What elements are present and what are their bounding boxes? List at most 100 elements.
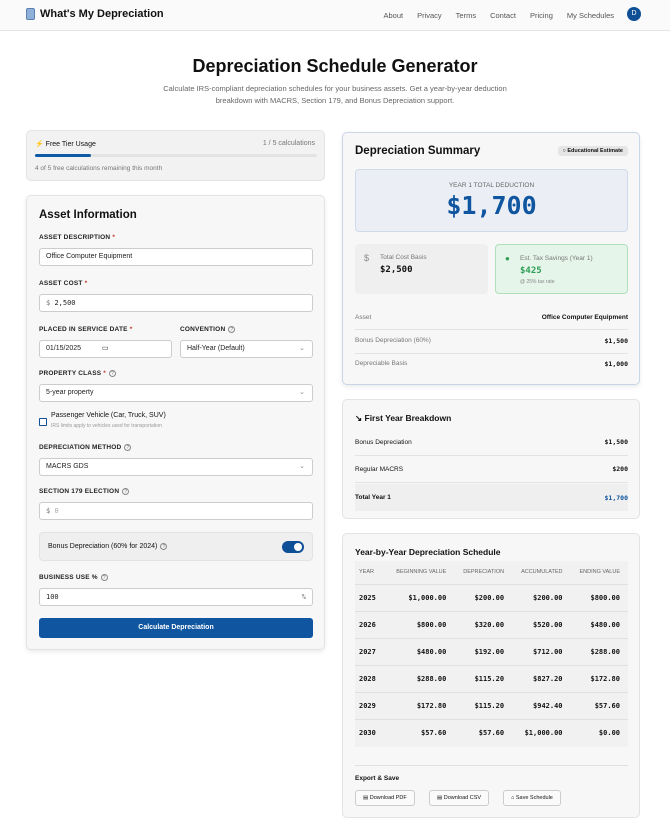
form-title: Asset Information [39,209,137,221]
usage-title: Free Tier Usage [45,141,96,148]
page-subtitle: Calculate IRS-compliant depreciation sch… [163,84,507,105]
help-icon[interactable]: ? [124,444,132,451]
basis-value: $2,500 [380,265,413,275]
bolt-icon: ⚡ [35,141,44,148]
schedule-cell: $1,000.00 [386,584,455,612]
save-schedule-button[interactable]: ⌂ Save Schedule [503,790,561,806]
schedule-cell: $115.20 [454,665,513,693]
schedule-cell: $800.00 [386,611,455,639]
tax-savings-box: ● Est. Tax Savings (Year 1) $425 @ 25% t… [495,244,628,294]
vehicle-hint: IRS limits apply to vehicles used for tr… [51,423,162,429]
help-icon[interactable]: ? [228,326,236,333]
schedule-cell: $480.00 [386,638,455,666]
nav-my-schedules[interactable]: My Schedules [566,11,614,20]
schedule-cell: $57.60 [386,719,455,747]
summary-title: Depreciation Summary [355,145,481,157]
class-label: PROPERTY CLASS *? [39,370,117,377]
summary-card: Depreciation Summary ○ Educational Estim… [342,132,640,385]
schedule-cell: 2027 [355,638,387,666]
bonus-toggle[interactable] [282,541,304,553]
schedule-row: 2025 $1,000.00 $200.00 $200.00 $800.00 [355,584,628,612]
usage-remaining: 4 of 5 free calculations remaining this … [35,165,163,172]
desc-label: ASSET DESCRIPTION * [39,234,116,241]
help-icon[interactable]: ? [109,370,117,377]
dollar-icon: $ [364,253,370,263]
summary-row-asset: Asset Office Computer Equipment [355,314,628,330]
total-value: $1,700 [446,191,537,220]
schedule-row: 2029 $172.80 $115.20 $942.40 $57.60 [355,692,628,720]
savings-note: @ 25% tax rate [520,279,555,285]
file-icon: ▤ [437,795,443,801]
asset-description-input[interactable]: Office Computer Equipment [39,248,313,266]
help-icon[interactable]: ? [122,488,130,495]
asset-form: Asset Information ASSET DESCRIPTION * Of… [26,195,325,650]
breakdown-total: Total Year 1 $1,700 [355,484,628,511]
schedule-cell: $800.00 [570,584,628,612]
download-pdf-button[interactable]: ▤ Download PDF [355,790,415,806]
chevron-down-icon: ⌄ [299,389,305,396]
schedule-cell: 2028 [355,665,387,693]
cost-label: ASSET COST * [39,280,88,287]
basis-label: Total Cost Basis [380,254,427,261]
calendar-icon[interactable]: ▭ [102,345,109,352]
nav-about[interactable]: About [383,11,404,20]
service-date-input[interactable]: 01/15/2025 ▭ [39,340,172,358]
nav-pricing[interactable]: Pricing [529,11,553,20]
avatar[interactable]: D [627,7,641,21]
property-class-select[interactable]: 5-year property ⌄ [39,384,313,402]
convention-label: CONVENTION? [180,326,236,333]
help-icon[interactable]: ? [100,574,108,581]
help-icon[interactable]: ? [160,543,168,550]
breakdown-row: Bonus Depreciation $1,500 [355,429,628,456]
schedule-cell: $192.00 [454,638,513,666]
bonus-depreciation-row: Bonus Depreciation (60% for 2024)? [39,532,313,561]
nav-contact[interactable]: Contact [490,11,516,20]
schedule-cell: $200.00 [512,584,571,612]
schedule-row: 2030 $57.60 $57.60 $1,000.00 $0.00 [355,719,628,747]
asset-cost-input[interactable]: $ 2,500 [39,294,313,312]
schedule-cell: $0.00 [570,719,628,747]
col-beginning: BEGINNING VALUE [396,569,447,575]
section-179-input[interactable]: $ 0 [39,502,313,520]
schedule-cell: $57.60 [570,692,628,720]
schedule-cell: 2026 [355,611,387,639]
vehicle-label: Passenger Vehicle (Car, Truck, SUV) [51,412,166,419]
vehicle-checkbox[interactable] [39,418,47,426]
nav-terms[interactable]: Terms [455,11,477,20]
bonus-label: Bonus Depreciation (60% for 2024)? [48,543,168,550]
schedule-row: 2028 $288.00 $115.20 $827.20 $172.80 [355,665,628,693]
summary-row-bonus: Bonus Depreciation (60%) $1,500 [355,337,628,354]
brand-name: What's My Depreciation [40,8,164,20]
schedule-cell: $172.80 [570,665,628,693]
chevron-down-icon: ⌄ [299,345,305,352]
schedule-cell: 2030 [355,719,387,747]
convention-select[interactable]: Half-Year (Default) ⌄ [180,340,313,358]
s179-label: SECTION 179 ELECTION? [39,488,130,495]
schedule-title: Year-by-Year Depreciation Schedule [355,547,501,557]
business-use-input[interactable]: 100% [39,588,313,606]
schedule-cell: $200.00 [454,584,513,612]
schedule-cell: $520.00 [512,611,571,639]
top-nav: What's My Depreciation About Privacy Ter… [0,0,670,31]
calculate-button[interactable]: Calculate Depreciation [39,618,313,638]
col-ending: ENDING VALUE [579,569,620,575]
usage-count: 1 / 5 calculations [262,140,315,147]
schedule-cell: $57.60 [454,719,513,747]
schedule-cell: $480.00 [570,611,628,639]
schedule-table: YEAR BEGINNING VALUE DEPRECIATION ACCUMU… [355,561,628,747]
method-select[interactable]: MACRS GDS ⌄ [39,458,313,476]
schedule-cell: $1,000.00 [512,719,571,747]
summary-row-basis: Depreciable Basis $1,000 [355,360,628,368]
brand-link[interactable]: What's My Depreciation [26,8,164,20]
nav-privacy[interactable]: Privacy [417,11,442,20]
schedule-cell: $172.80 [386,692,455,720]
schedule-cell: 2025 [355,584,387,612]
method-label: DEPRECIATION METHOD? [39,444,132,451]
cost-basis-box: $ Total Cost Basis $2,500 [355,244,488,294]
schedule-cell: $827.20 [512,665,571,693]
usage-card: ⚡ Free Tier Usage 1 / 5 calculations 4 o… [26,130,325,181]
breakdown-row: Regular MACRS $200 [355,456,628,483]
schedule-row: 2026 $800.00 $320.00 $520.00 $480.00 [355,611,628,639]
download-csv-button[interactable]: ▤ Download CSV [429,790,490,806]
total-label: YEAR 1 TOTAL DEDUCTION [448,182,535,189]
